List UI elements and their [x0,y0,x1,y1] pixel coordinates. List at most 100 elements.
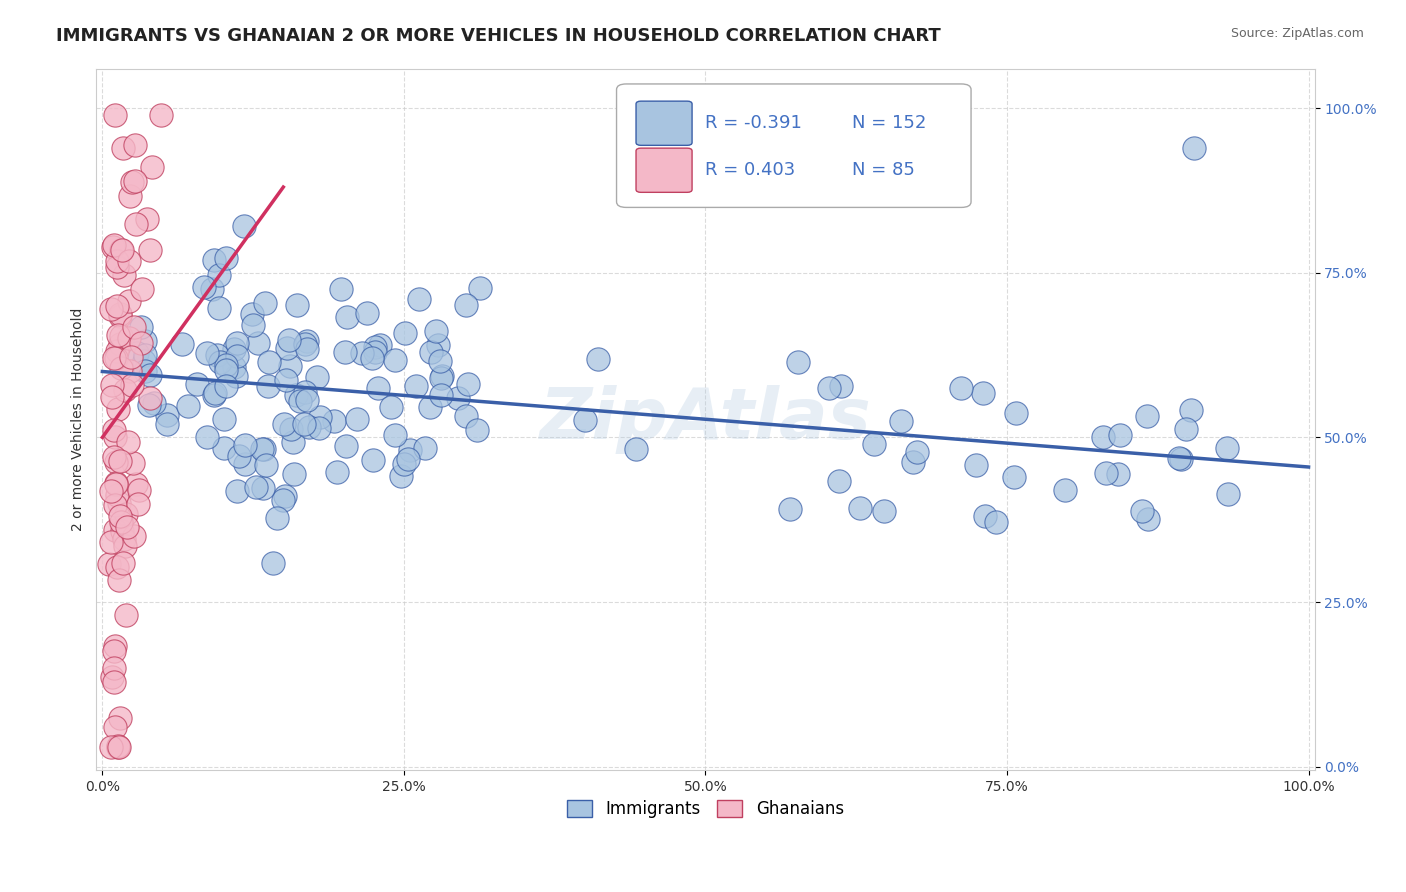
Immigrants [298,420,321,434]
Immigrants [215,363,238,377]
Ghanaians [103,643,125,657]
Ghanaians [115,507,138,521]
Immigrants [283,467,305,482]
Immigrants [427,338,450,352]
Ghanaians [122,320,145,334]
Ghanaians [120,350,142,364]
Ghanaians [121,456,143,470]
Immigrants [430,370,453,384]
Immigrants [228,449,250,463]
Immigrants [830,379,852,393]
Immigrants [215,359,238,373]
Immigrants [285,298,308,312]
Immigrants [284,388,307,402]
Immigrants [288,394,311,409]
Immigrants [972,385,994,400]
Immigrants [447,391,470,405]
Immigrants [193,280,215,294]
Immigrants [297,334,319,348]
Ghanaians [100,535,122,549]
Ghanaians [121,175,143,189]
Ghanaians [100,377,122,392]
Ghanaians [128,483,150,498]
Ghanaians [124,217,146,231]
Ghanaians [118,293,141,308]
Ghanaians [118,189,141,203]
Immigrants [974,508,997,523]
Immigrants [984,515,1007,529]
Ghanaians [125,477,148,491]
Immigrants [367,381,389,395]
Ghanaians [104,351,127,366]
FancyBboxPatch shape [617,84,972,208]
Text: N = 152: N = 152 [852,114,927,132]
Immigrants [405,379,427,393]
Ghanaians [101,670,124,684]
Immigrants [134,353,156,368]
Ghanaians [120,363,142,377]
Ghanaians [105,455,128,469]
Immigrants [323,414,346,428]
Immigrants [233,438,256,452]
Immigrants [245,480,267,494]
Immigrants [205,348,228,362]
Immigrants [214,412,236,426]
Immigrants [1136,409,1159,423]
Immigrants [818,381,841,395]
Immigrants [624,442,647,456]
Immigrants [276,341,298,355]
Immigrants [787,354,810,368]
Immigrants [224,342,246,356]
Ghanaians [111,556,134,570]
Ghanaians [111,524,134,539]
Immigrants [254,458,277,472]
Immigrants [250,442,273,457]
Ghanaians [108,310,131,324]
Immigrants [209,355,232,369]
Immigrants [134,334,156,348]
Ghanaians [98,557,121,571]
Immigrants [143,396,166,410]
Immigrants [873,504,896,518]
Ghanaians [103,238,125,252]
Immigrants [1004,470,1026,484]
Immigrants [965,458,987,473]
Immigrants [333,344,356,359]
Immigrants [294,337,316,351]
Immigrants [204,385,226,400]
Immigrants [429,354,451,368]
Immigrants [356,305,378,319]
Immigrants [419,400,441,414]
Text: N = 85: N = 85 [852,161,914,179]
Immigrants [274,373,297,387]
Immigrants [186,377,208,392]
Immigrants [225,369,247,384]
Ghanaians [122,529,145,543]
Text: ZipAtlas: ZipAtlas [540,384,872,454]
Ghanaians [107,739,129,754]
Immigrants [346,412,368,426]
Immigrants [420,345,443,359]
Immigrants [1180,402,1202,417]
Immigrants [309,409,332,424]
Ghanaians [107,739,129,754]
Ghanaians [108,454,131,468]
Immigrants [848,501,870,516]
Immigrants [242,318,264,333]
Immigrants [129,320,152,334]
Immigrants [156,417,179,431]
Immigrants [280,422,302,436]
Ghanaians [107,496,129,510]
Ghanaians [112,141,135,155]
Immigrants [1182,140,1205,154]
Ghanaians [103,351,125,366]
Immigrants [195,429,218,443]
Immigrants [278,359,301,373]
Immigrants [240,307,263,321]
Immigrants [389,468,412,483]
Immigrants [889,414,911,428]
Ghanaians [110,515,132,529]
Immigrants [950,380,973,394]
Ghanaians [105,343,128,358]
Immigrants [214,441,236,455]
